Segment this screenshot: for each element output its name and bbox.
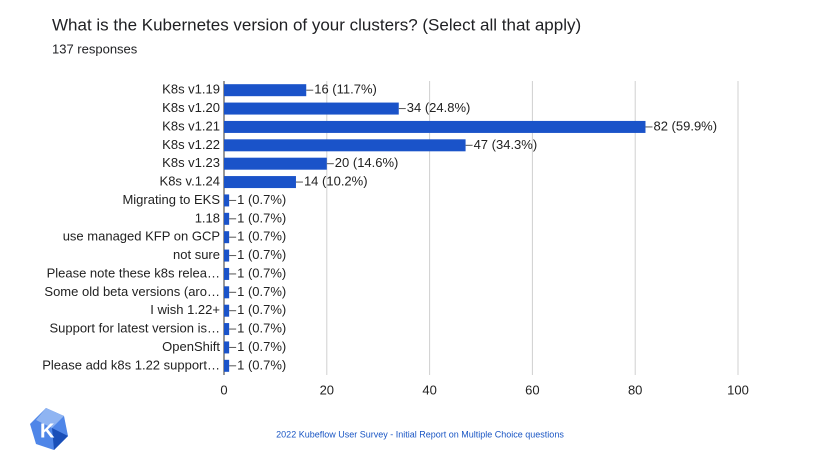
y-tick-label: not sure (173, 247, 220, 262)
bar (224, 341, 230, 354)
chart-title: What is the Kubernetes version of your c… (52, 15, 581, 34)
bar (224, 231, 230, 244)
y-tick-label: Some old beta versions (aro… (44, 284, 220, 299)
bar (224, 176, 296, 189)
value-label: 1 (0.7%) (237, 265, 286, 280)
value-label: 14 (10.2%) (304, 174, 368, 189)
x-tick-label: 20 (320, 382, 334, 397)
y-tick-label: Migrating to EKS (122, 192, 220, 207)
chart-subtitle: 137 responses (52, 41, 138, 56)
y-tick-label: 1.18 (195, 210, 220, 225)
value-label: 1 (0.7%) (237, 357, 286, 372)
y-tick-label: K8s v1.22 (162, 137, 220, 152)
y-tick-label: Support for latest version is… (49, 321, 220, 336)
value-label: 1 (0.7%) (237, 229, 286, 244)
bar (224, 157, 327, 170)
y-tick-label: Please add k8s 1.22 support… (42, 357, 220, 372)
bar (224, 249, 230, 262)
bar (224, 212, 230, 225)
value-label: 1 (0.7%) (237, 284, 286, 299)
value-label: 1 (0.7%) (237, 321, 286, 336)
bar (224, 102, 399, 115)
footer: 2022 Kubeflow User Survey - Initial Repo… (276, 429, 564, 439)
bar (224, 304, 230, 317)
x-tick-label: 60 (525, 382, 539, 397)
value-label: 16 (11.7%) (314, 82, 377, 97)
y-tick-label: OpenShift (162, 339, 220, 354)
y-tick-label: K8s v1.20 (162, 100, 220, 115)
value-label: 82 (59.9%) (653, 118, 717, 133)
bar (224, 194, 230, 207)
bar (224, 359, 230, 372)
bar (224, 139, 466, 152)
y-tick-label: Please note these k8s relea… (47, 265, 220, 280)
logo-mark: K (40, 420, 55, 442)
bar (224, 267, 230, 280)
y-tick-label: use managed KFP on GCP (63, 229, 220, 244)
y-tick-label: K8s v1.21 (162, 118, 220, 133)
bar (224, 323, 230, 336)
bar (224, 286, 230, 299)
value-label: 1 (0.7%) (237, 210, 286, 225)
x-tick-label: 0 (220, 382, 227, 397)
x-tick-label: 80 (628, 382, 642, 397)
value-label: 47 (34.3%) (474, 137, 538, 152)
y-tick-label: K8s v.1.24 (160, 174, 220, 189)
value-label: 1 (0.7%) (237, 247, 286, 262)
bar (224, 84, 307, 97)
y-tick-label: K8s v1.19 (162, 82, 220, 97)
value-label: 1 (0.7%) (237, 302, 286, 317)
x-tick-label: 100 (727, 382, 749, 397)
value-label: 1 (0.7%) (237, 192, 286, 207)
x-tick-label: 40 (422, 382, 436, 397)
value-label: 34 (24.8%) (407, 100, 471, 115)
bar (224, 120, 646, 133)
y-tick-label: K8s v1.23 (162, 155, 220, 170)
y-tick-label: I wish 1.22+ (150, 302, 220, 317)
value-label: 20 (14.6%) (335, 155, 399, 170)
logo: K (30, 408, 68, 450)
value-label: 1 (0.7%) (237, 339, 286, 354)
